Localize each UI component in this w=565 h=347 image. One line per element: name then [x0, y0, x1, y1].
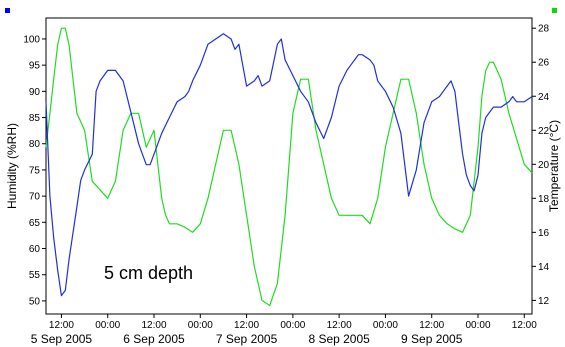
right-tick-label: 18: [538, 194, 550, 205]
right-tick-label: 20: [538, 160, 550, 171]
date-labels: 5 Sep 2005 6 Sep 2005 7 Sep 2005 8 Sep 2005…: [31, 332, 463, 346]
date-label: 5 Sep 2005: [31, 332, 93, 346]
left-tick-label: 80: [29, 139, 41, 150]
annotation-background: [90, 254, 236, 294]
right-y-axis: 12 14 16 18 20 22 24 26 28: [532, 24, 550, 307]
series-layer: [45, 27, 533, 307]
left-tick-label: 95: [29, 61, 41, 72]
date-label: 7 Sep 2005: [216, 332, 278, 346]
right-tick-label: 26: [538, 58, 550, 69]
left-tick-label: 60: [29, 244, 41, 255]
x-tick-label: 00:00: [95, 320, 120, 331]
x-tick-label: 12:00: [49, 320, 74, 331]
left-y-axis: 50 55 60 65 70 75 80 85 90 95 100: [23, 34, 46, 307]
x-tick-label: 12:00: [512, 320, 537, 331]
x-tick-label: 12:00: [327, 320, 352, 331]
date-label: 6 Sep 2005: [123, 332, 185, 346]
left-legend-marker: [5, 8, 10, 13]
left-tick-label: 65: [29, 218, 41, 229]
left-tick-label: 70: [29, 192, 41, 203]
x-axis: 12:00 00:00 12:00 00:00 12:00 00:00 12:00 00:00…: [49, 314, 537, 331]
temperature-series-line: [45, 27, 533, 307]
left-tick-label: 50: [29, 296, 41, 307]
x-tick-label: 00:00: [465, 320, 490, 331]
x-tick-label: 00:00: [188, 320, 213, 331]
right-tick-label: 28: [538, 24, 550, 35]
left-tick-label: 75: [29, 165, 41, 176]
right-tick-label: 16: [538, 228, 550, 239]
right-tick-label: 22: [538, 126, 550, 137]
right-tick-label: 24: [538, 92, 550, 103]
left-tick-label: 100: [23, 34, 40, 45]
left-tick-label: 90: [29, 87, 41, 98]
date-label: 9 Sep 2005: [401, 332, 463, 346]
depth-annotation: 5 cm depth: [104, 263, 193, 283]
left-y-axis-label: Humidity (%RH): [5, 123, 19, 209]
x-tick-label: 12:00: [234, 320, 259, 331]
humidity-series-line: [45, 33, 533, 297]
right-legend-marker: [552, 8, 557, 13]
x-tick-label: 00:00: [280, 320, 305, 331]
x-tick-label: 12:00: [419, 320, 444, 331]
right-tick-label: 14: [538, 262, 550, 273]
right-y-axis-label: Temperature (°C): [547, 120, 561, 212]
x-tick-label: 12:00: [141, 320, 166, 331]
date-label: 8 Sep 2005: [308, 332, 370, 346]
left-tick-label: 85: [29, 113, 41, 124]
right-tick-label: 12: [538, 296, 550, 307]
left-tick-label: 55: [29, 270, 41, 281]
x-tick-label: 00:00: [373, 320, 398, 331]
